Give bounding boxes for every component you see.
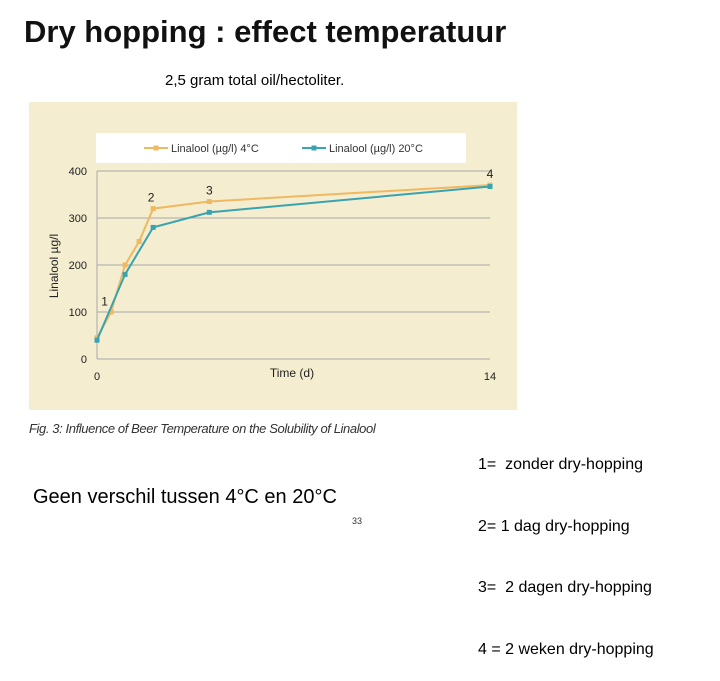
series-point: [136, 239, 142, 244]
series-point: [150, 206, 156, 212]
x-axis-label: Time (d): [270, 366, 314, 380]
point-label: 3: [206, 184, 213, 198]
slide-subtitle: 2,5 gram total oil/hectoliter.: [165, 72, 345, 89]
note-item: 2= 1 dag dry-hopping: [478, 517, 630, 535]
series-point: [122, 262, 128, 268]
series-point: [94, 337, 100, 343]
legend-marker: [153, 145, 159, 151]
y-tick-label: 400: [69, 166, 87, 178]
conclusion-text: Geen verschil tussen 4°C en 20°C: [33, 486, 337, 508]
slide-title: Dry hopping : effect temperatuur: [24, 14, 507, 49]
labels-layer: 1 2 3 4: [101, 167, 493, 308]
series-point: [122, 271, 128, 277]
y-tick-label: 0: [81, 354, 87, 366]
note-item: 4 = 2 weken dry-hopping: [478, 640, 654, 658]
series-point: [108, 309, 114, 315]
y-tick-label: 300: [69, 213, 87, 225]
legend-marker: [311, 145, 317, 151]
series-point: [206, 199, 212, 205]
point-label: 2: [148, 191, 155, 205]
series-point: [206, 209, 212, 215]
figure-caption: Fig. 3: Influence of Beer Temperature on…: [29, 421, 376, 436]
y-tick-label: 100: [69, 307, 87, 319]
y-axis-label: Linalool µg/l: [47, 234, 61, 298]
legend-label: Linalool (µg/l) 4°C: [171, 143, 259, 155]
note-item: 1= zonder dry-hopping: [478, 456, 643, 473]
legend-label: Linalool (µg/l) 20°C: [329, 143, 423, 155]
x-tick-label: 0: [94, 371, 100, 383]
y-tick-label: 200: [69, 260, 87, 272]
series-point: [150, 224, 156, 230]
series-layer: [94, 182, 493, 343]
notes-list: 1= zonder dry-hopping 2= 1 dag dry-hoppi…: [478, 414, 654, 681]
series-point: [487, 184, 493, 190]
page-number: 33: [352, 516, 363, 526]
legend: Linalool (µg/l) 4°C Linalool (µg/l) 20°C: [144, 143, 423, 155]
x-tick-label: 14: [484, 371, 496, 383]
point-label: 4: [487, 167, 494, 181]
point-label: 1: [101, 294, 108, 308]
note-item: 3= 2 dagen dry-hopping: [478, 579, 652, 596]
